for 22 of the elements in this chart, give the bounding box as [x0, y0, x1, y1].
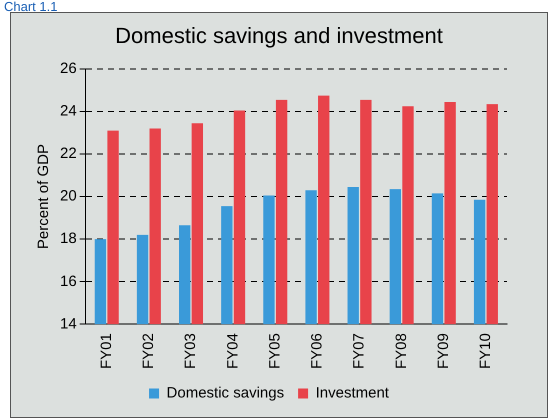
y-tick-label: 22	[60, 145, 77, 162]
y-tick-label: 24	[60, 102, 77, 120]
x-tick-label: FY05	[266, 333, 284, 370]
x-tick-label: FY07	[350, 333, 368, 370]
x-tick-label: FY06	[308, 333, 326, 370]
y-tick-label: 20	[60, 188, 77, 205]
x-tick-label: FY09	[434, 333, 452, 370]
x-tick-label: FY08	[392, 333, 410, 370]
legend-label: Domestic savings	[166, 384, 284, 402]
x-tick-label: FY04	[224, 333, 242, 370]
y-tick-label: 16	[60, 272, 77, 290]
x-tick-label: FY01	[98, 333, 115, 370]
x-tick-label: FY03	[182, 333, 200, 370]
chart-title: Domestic savings and investment	[114, 23, 444, 49]
x-tick-label: FY10	[477, 333, 494, 370]
y-tick-label: 26	[60, 60, 77, 78]
y-tick-label: 14	[60, 315, 77, 332]
y-axis-title: Percent of GDP	[35, 144, 52, 250]
legend-label: Investment	[316, 384, 390, 402]
x-tick-label: FY02	[140, 333, 158, 370]
y-tick-label: 18	[60, 230, 77, 248]
caption: Chart 1.1	[4, 0, 58, 14]
